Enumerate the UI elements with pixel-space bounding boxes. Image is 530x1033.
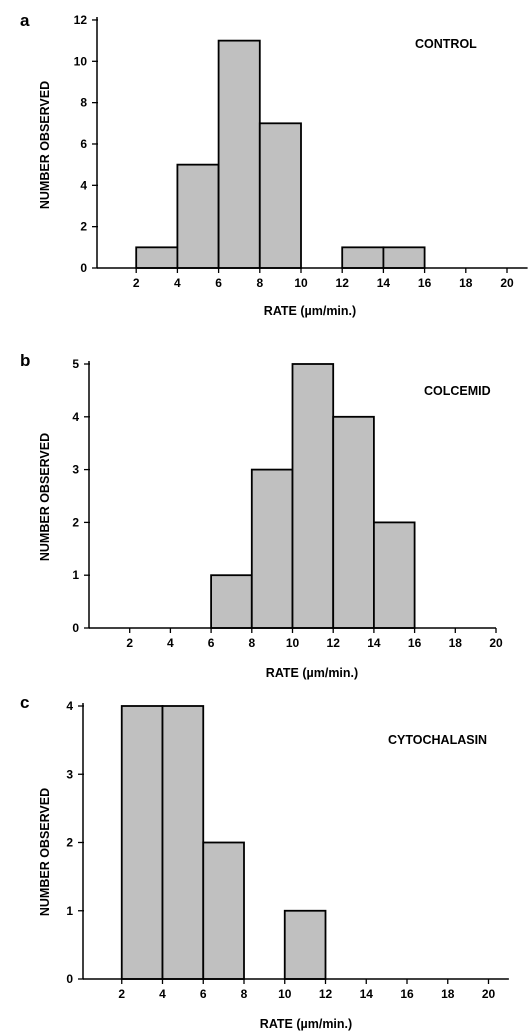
panel-b-bar-3 xyxy=(332,415,375,629)
panel-b-x-tick-label-3: 8 xyxy=(248,636,255,650)
panel-b-y-axis-title: NUMBER OBSERVED xyxy=(38,433,52,561)
panel-a-x-tick-label-2: 6 xyxy=(215,276,222,290)
panel-b-y-tick-label-2: 2 xyxy=(72,515,79,529)
panel-a-y-tick-label-4: 8 xyxy=(80,96,87,110)
panel-b-x-tick-label-4: 10 xyxy=(286,636,300,650)
panel-c-condition-label: CYTOCHALASIN xyxy=(388,733,487,747)
panel-c-x-tick-label-0: 2 xyxy=(118,987,125,1001)
panel-a-x-tick-label-8: 18 xyxy=(459,276,473,290)
panel-c-x-axis-title: RATE (µm/min.) xyxy=(260,1017,352,1031)
panel-a-bar-2 xyxy=(217,39,261,269)
panel-a-condition-label: CONTROL xyxy=(415,37,477,51)
panel-b-bars xyxy=(210,363,416,629)
panel-a-x-tick-label-6: 14 xyxy=(377,276,391,290)
panel-b-x-tick-label-7: 16 xyxy=(408,636,422,650)
panel-a-y-tick-label-5: 10 xyxy=(74,54,88,68)
panel-b-condition-label: COLCEMID xyxy=(424,384,491,398)
panel-a-y-tick-label-3: 6 xyxy=(80,137,87,151)
panel-c-y-tick-label-1: 1 xyxy=(66,904,73,918)
panel-c-y-axis-title: NUMBER OBSERVED xyxy=(38,788,52,916)
panel-c-x-tick-label-5: 12 xyxy=(319,987,333,1001)
panel-a-bar-4 xyxy=(341,246,385,269)
panel-a-x-tick-label-0: 2 xyxy=(133,276,140,290)
panel-a-x-tick-label-1: 4 xyxy=(174,276,181,290)
panel-a-x-axis-title: RATE (µm/min.) xyxy=(264,304,356,318)
panel-b-bar-0 xyxy=(210,574,253,629)
panel-c-letter: c xyxy=(20,693,29,712)
panel-a-x-tick-label-4: 10 xyxy=(294,276,308,290)
panel-c: c CYTOCHALASIN NUMBER OBSERVED RATE (µm/… xyxy=(20,693,509,1031)
panel-a-y-tick-label-2: 4 xyxy=(80,178,87,192)
panel-c-bar-1 xyxy=(161,705,205,980)
panel-a-x-tick-label-9: 20 xyxy=(500,276,514,290)
panel-b-letter: b xyxy=(20,351,30,370)
panel-a-bar-3 xyxy=(258,122,302,269)
panel-b-x-tick-label-8: 18 xyxy=(449,636,463,650)
panel-b-bar-1 xyxy=(250,468,294,629)
panel-c-bars xyxy=(120,705,327,980)
panel-c-y-tick-label-2: 2 xyxy=(66,836,73,850)
panel-b-x-tick-label-6: 14 xyxy=(367,636,381,650)
panel-a-bars xyxy=(135,39,426,269)
panel-b-bar-4 xyxy=(372,521,416,629)
panel-a-y-tick-label-1: 2 xyxy=(80,220,87,234)
panel-a-y-tick-label-6: 12 xyxy=(74,13,88,27)
panel-c-y-tick-label-0: 0 xyxy=(66,972,73,986)
panel-c-bar-0 xyxy=(120,705,164,980)
panel-a-x-tick-label-5: 12 xyxy=(336,276,350,290)
panel-c-bar-2 xyxy=(202,841,245,980)
panel-b-x-tick-label-5: 12 xyxy=(327,636,341,650)
panel-b-y-tick-label-4: 4 xyxy=(72,410,79,424)
panel-c-x-tick-label-6: 14 xyxy=(360,987,374,1001)
panel-c-x-tick-label-7: 16 xyxy=(400,987,414,1001)
panel-a-y-axis-title: NUMBER OBSERVED xyxy=(38,81,52,209)
panel-b-x-tick-label-9: 20 xyxy=(489,636,503,650)
panel-c-x-tick-label-1: 4 xyxy=(159,987,166,1001)
panel-a-letter: a xyxy=(20,11,30,30)
panel-c-x-tick-label-8: 18 xyxy=(441,987,455,1001)
panel-c-bar-3 xyxy=(283,909,327,980)
panel-a-x-tick-label-3: 8 xyxy=(256,276,263,290)
panel-b-x-axis-title: RATE (µm/min.) xyxy=(266,666,358,680)
panel-b-x-tick-label-1: 4 xyxy=(167,636,174,650)
panel-b-y-tick-label-0: 0 xyxy=(72,621,79,635)
panel-c-x-tick-label-2: 6 xyxy=(200,987,207,1001)
panel-b-x-tick-label-2: 6 xyxy=(208,636,215,650)
panel-b-x-tick-label-0: 2 xyxy=(126,636,133,650)
panel-b-y-tick-label-3: 3 xyxy=(72,463,79,477)
panel-c-x-tick-label-9: 20 xyxy=(482,987,496,1001)
panel-a-bar-5 xyxy=(382,246,426,269)
panel-b-y-tick-label-5: 5 xyxy=(72,357,79,371)
panel-a-y-tick-label-0: 0 xyxy=(80,261,87,275)
panel-a-bar-1 xyxy=(176,163,220,269)
panel-a-axes: 2 4 6 8 10 12 14 16 18 20 0 2 4 6 8 10 12 xyxy=(74,13,528,290)
panel-c-y-tick-label-3: 3 xyxy=(66,767,73,781)
panel-c-x-tick-label-4: 10 xyxy=(278,987,292,1001)
panel-b: b COLCEMID NUMBER OBSERVED RATE (µm/min.… xyxy=(20,351,503,680)
panel-b-bar-2 xyxy=(291,363,335,629)
panel-c-y-tick-label-4: 4 xyxy=(66,699,73,713)
panel-a-x-tick-label-7: 16 xyxy=(418,276,432,290)
panel-b-y-tick-label-1: 1 xyxy=(72,568,79,582)
panel-a-bar-0 xyxy=(135,246,179,269)
panel-c-x-tick-label-3: 8 xyxy=(241,987,248,1001)
panel-a: a CONTROL NUMBER OBSERVED RATE (µm/min.)… xyxy=(20,11,528,318)
